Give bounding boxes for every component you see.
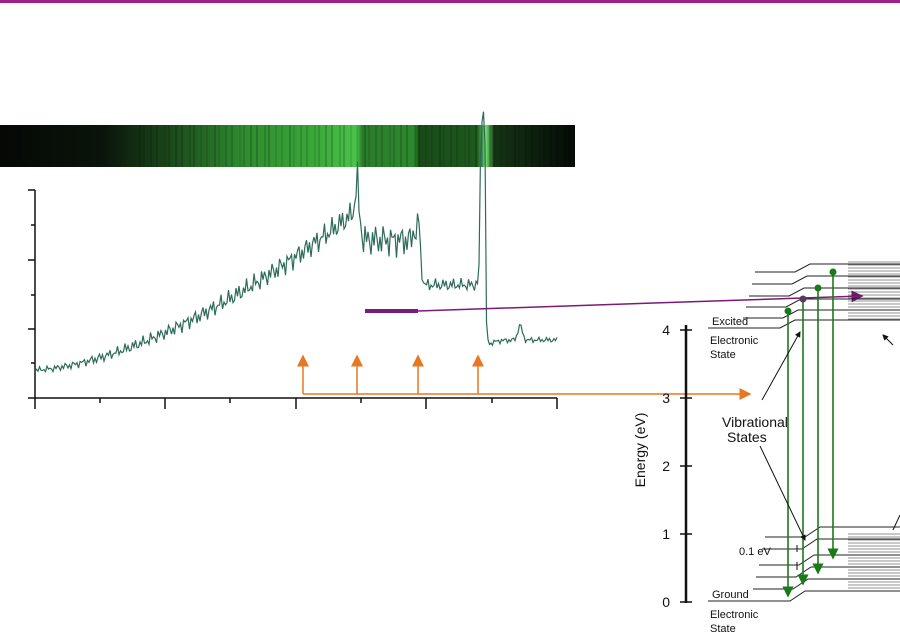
purple-arrow [417, 290, 864, 312]
transition-dot [784, 307, 792, 315]
energy-tick-label: 0 [662, 594, 670, 610]
ground-label: State [710, 623, 736, 635]
level [755, 263, 900, 273]
energy-tick-label: 2 [662, 458, 670, 474]
transition-dot [829, 268, 837, 276]
vibrational-label: Vibrational [722, 414, 788, 430]
orange-arrows [297, 354, 752, 400]
transition-dot [799, 295, 807, 303]
excited-label: Excited [712, 316, 748, 328]
spectrum-strip [0, 125, 575, 167]
level [749, 287, 900, 297]
energy-ticks: 0 1 2 3 4 [662, 322, 692, 610]
vibrational-label: States [727, 429, 767, 445]
ground-label: Ground [712, 589, 749, 601]
level [756, 566, 900, 578]
top-rule [0, 0, 900, 3]
spectrum-curve [34, 111, 558, 374]
level [765, 526, 900, 538]
level [753, 578, 900, 590]
energy-axis-label: Energy (eV) [632, 413, 648, 488]
excited-label: Electronic [710, 335, 759, 347]
energy-tick-label: 4 [662, 322, 670, 338]
pointers [759, 331, 900, 570]
level [759, 554, 900, 566]
ground-label: Electronic [710, 609, 759, 621]
transition-dot [814, 284, 822, 292]
excited-label: State [710, 349, 736, 361]
spectrum-lines [139, 125, 570, 167]
level [743, 309, 900, 319]
spacing-label: 0.1 eV [739, 546, 771, 558]
level [752, 275, 900, 285]
plot-ticks [28, 189, 558, 409]
energy-tick-label: 3 [662, 390, 670, 406]
energy-tick-label: 1 [662, 526, 670, 542]
level [762, 538, 900, 550]
transitions [782, 268, 839, 598]
level [746, 298, 900, 308]
